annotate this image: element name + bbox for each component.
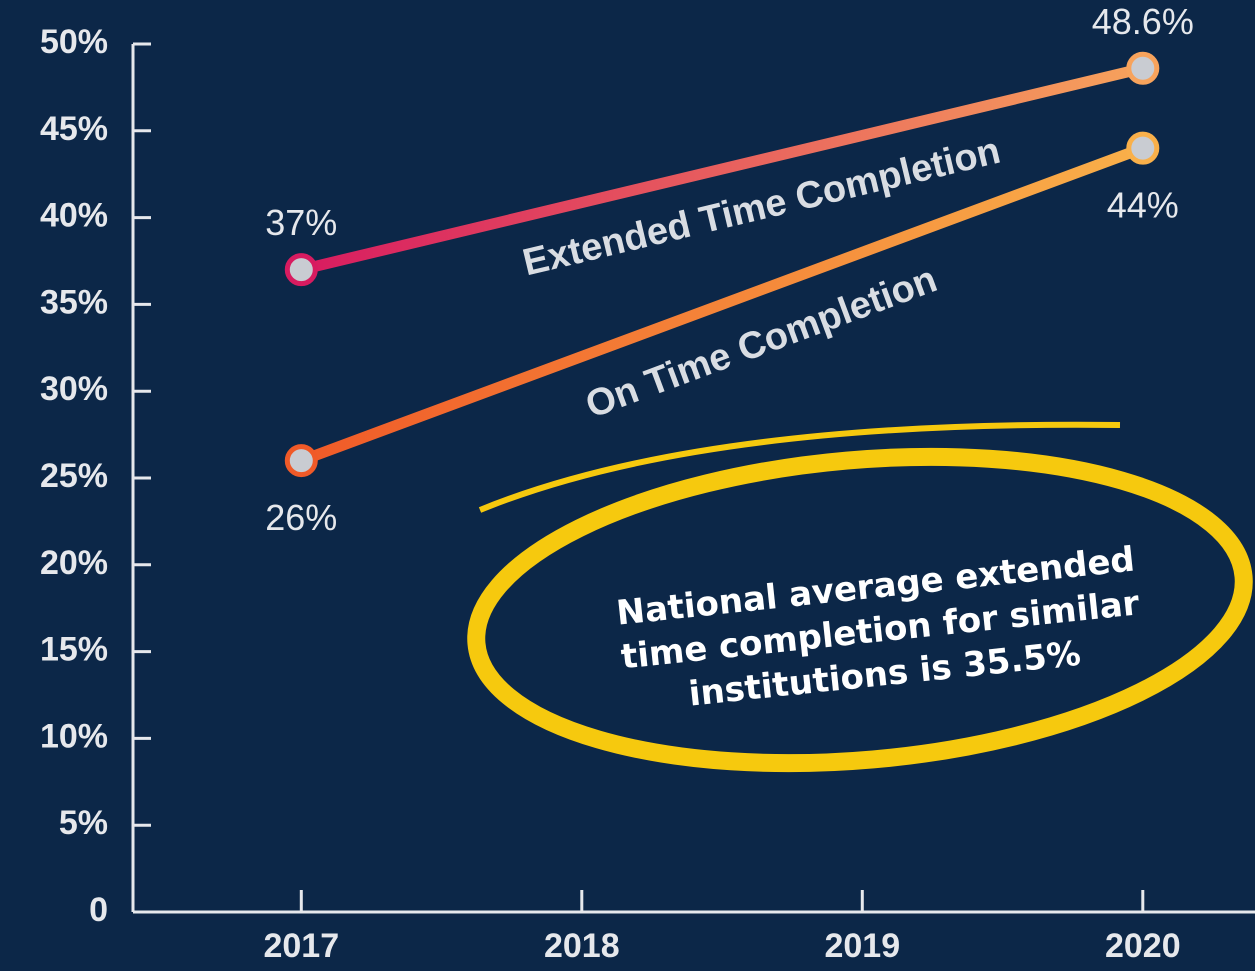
x-tick-label: 2017: [263, 927, 339, 965]
background: [0, 0, 1255, 971]
chart: National average extendedtime completion…: [0, 0, 1255, 971]
value-label: 48.6%: [1092, 1, 1194, 42]
point: [1129, 134, 1157, 162]
x-tick-label: 2019: [824, 927, 900, 965]
x-tick-label: 2018: [544, 927, 620, 965]
x-tick-label: 2020: [1105, 927, 1181, 965]
y-tick-label: 0: [89, 891, 108, 929]
y-tick-label: 10%: [40, 717, 108, 755]
point: [1129, 54, 1157, 82]
value-label: 44%: [1107, 185, 1179, 226]
y-tick-label: 40%: [40, 197, 108, 235]
y-tick-label: 20%: [40, 544, 108, 582]
y-tick-label: 25%: [40, 457, 108, 495]
value-label: 26%: [265, 497, 337, 538]
point: [287, 447, 315, 475]
y-tick-label: 15%: [40, 631, 108, 669]
y-tick-label: 35%: [40, 283, 108, 321]
y-tick-label: 50%: [40, 23, 108, 61]
y-tick-label: 45%: [40, 110, 108, 148]
y-tick-label: 5%: [59, 804, 108, 842]
y-tick-label: 30%: [40, 370, 108, 408]
point: [287, 256, 315, 284]
value-label: 37%: [265, 202, 337, 243]
